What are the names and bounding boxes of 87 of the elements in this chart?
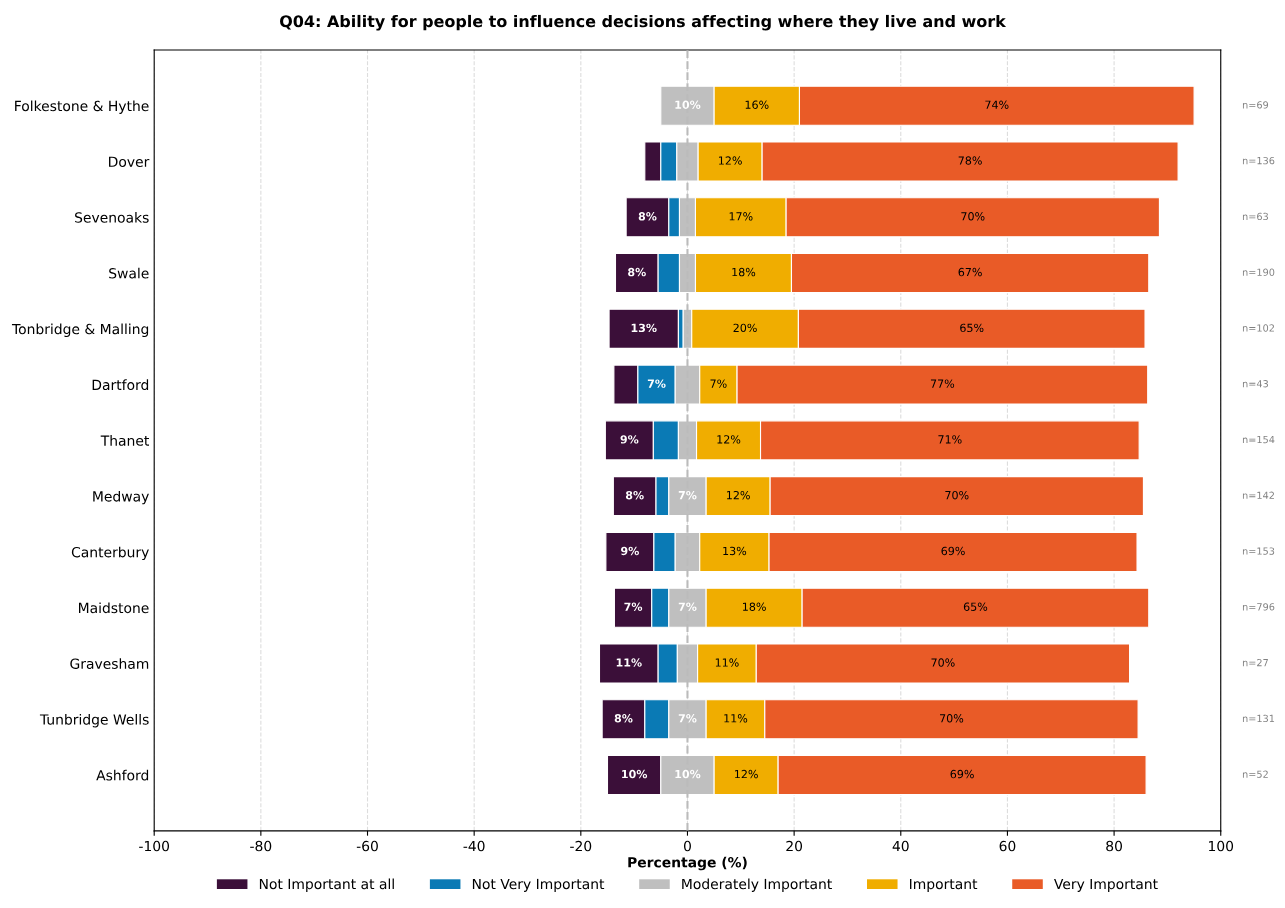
data-label: 70% [940,714,964,723]
y-tick-label: Canterbury [71,546,149,561]
data-label: 70% [931,658,955,667]
text: n=102 [1242,324,1274,332]
data-label: 10% [675,100,701,109]
data-label: 7% [678,714,697,723]
text: n=43 [1242,380,1268,388]
data-label: 9% [621,546,639,556]
data-label: 11% [715,658,739,667]
data-label: 18% [732,267,756,277]
text: n=142 [1242,491,1274,499]
text: n=63 [1242,212,1268,221]
chart-title: Q04: Ability for people to influence decisions affecting where they live and work [280,14,1007,31]
x-tick-label: -60 [356,840,378,852]
x-tick-label: 40 [892,840,909,852]
x-tick-label: -40 [463,840,485,852]
data-label: 12% [717,435,741,444]
text: n=131 [1242,714,1275,723]
data-label: 7% [678,602,697,611]
y-tick-label: Medway [93,490,149,505]
data-label: 74% [985,100,1009,109]
legend-label: Important [910,878,978,892]
y-tick-label: Maidstone [79,602,149,614]
data-label: 71% [938,435,962,444]
x-axis-title: Percentage (%) [628,856,747,871]
x-tick-label: -100 [139,840,170,852]
data-label: 70% [945,490,969,500]
y-tick-label: Dover [109,156,150,167]
y-tick-label: Folkestone & Hythe [15,100,149,114]
text: n=153 [1242,547,1275,555]
bar [608,308,679,349]
y-tick-label: Tunbridge Wells [39,713,149,728]
x-tick-label: -20 [570,840,592,852]
y-tick-label: Dartford [92,379,149,391]
data-label: 13% [631,323,657,333]
data-label: 18% [743,602,766,611]
data-label: 16% [745,100,769,109]
data-label: 8% [628,267,646,277]
y-tick-label: Sevenoaks [75,211,149,223]
data-label: 65% [960,323,984,333]
data-label: 12% [719,156,742,165]
x-tick-label: 100 [1209,840,1234,852]
y-tick-label: Swale [109,267,149,279]
x-tick-label: 20 [786,840,803,852]
text: n=136 [1242,156,1275,165]
legend-label: Very Important [1054,878,1158,892]
y-tick-label: Gravesham [70,658,149,669]
x-tick-label: 0 [683,840,691,852]
text: n=190 [1242,268,1275,276]
data-label: 10% [675,769,701,779]
data-label: 10% [622,769,648,779]
data-label: 12% [735,769,758,779]
x-tick-label: 60 [999,840,1016,852]
y-tick-label: Thanet [100,435,150,446]
data-label: 69% [941,546,965,556]
text: n=69 [1242,101,1269,109]
text: n=796 [1242,603,1275,611]
data-label: 11% [616,658,642,667]
data-label: 7% [678,490,697,500]
data-label: 8% [625,490,644,500]
data-label: 77% [930,379,955,388]
data-label: 12% [727,490,750,500]
data-label: 8% [614,714,633,723]
data-label: 78% [958,156,982,165]
text: n=27 [1242,658,1268,667]
data-label: 67% [958,267,982,277]
y-tick-label: Ashford [96,769,149,781]
data-label: 7% [647,379,666,388]
data-label: 20% [733,323,757,333]
x-tick-label: 80 [1106,840,1123,852]
text: n=52 [1242,770,1268,778]
data-label: 69% [950,769,974,779]
data-label: 11% [724,714,748,723]
data-label: 70% [961,212,985,221]
text: n=154 [1242,435,1275,444]
legend-label: Not Very Important [472,878,605,892]
y-tick-label: Tonbridge & Malling [11,323,149,337]
legend-label: Moderately Important [682,878,832,892]
legend-label: Not Important at all [259,878,394,892]
x-tick-label: -80 [250,840,272,852]
data-label: 65% [963,602,988,611]
data-label: 7% [710,379,727,388]
data-label: 13% [723,546,747,556]
data-label: 17% [729,212,753,221]
data-label: 8% [638,212,657,221]
data-label: 7% [624,602,643,611]
data-label: 9% [620,435,639,444]
